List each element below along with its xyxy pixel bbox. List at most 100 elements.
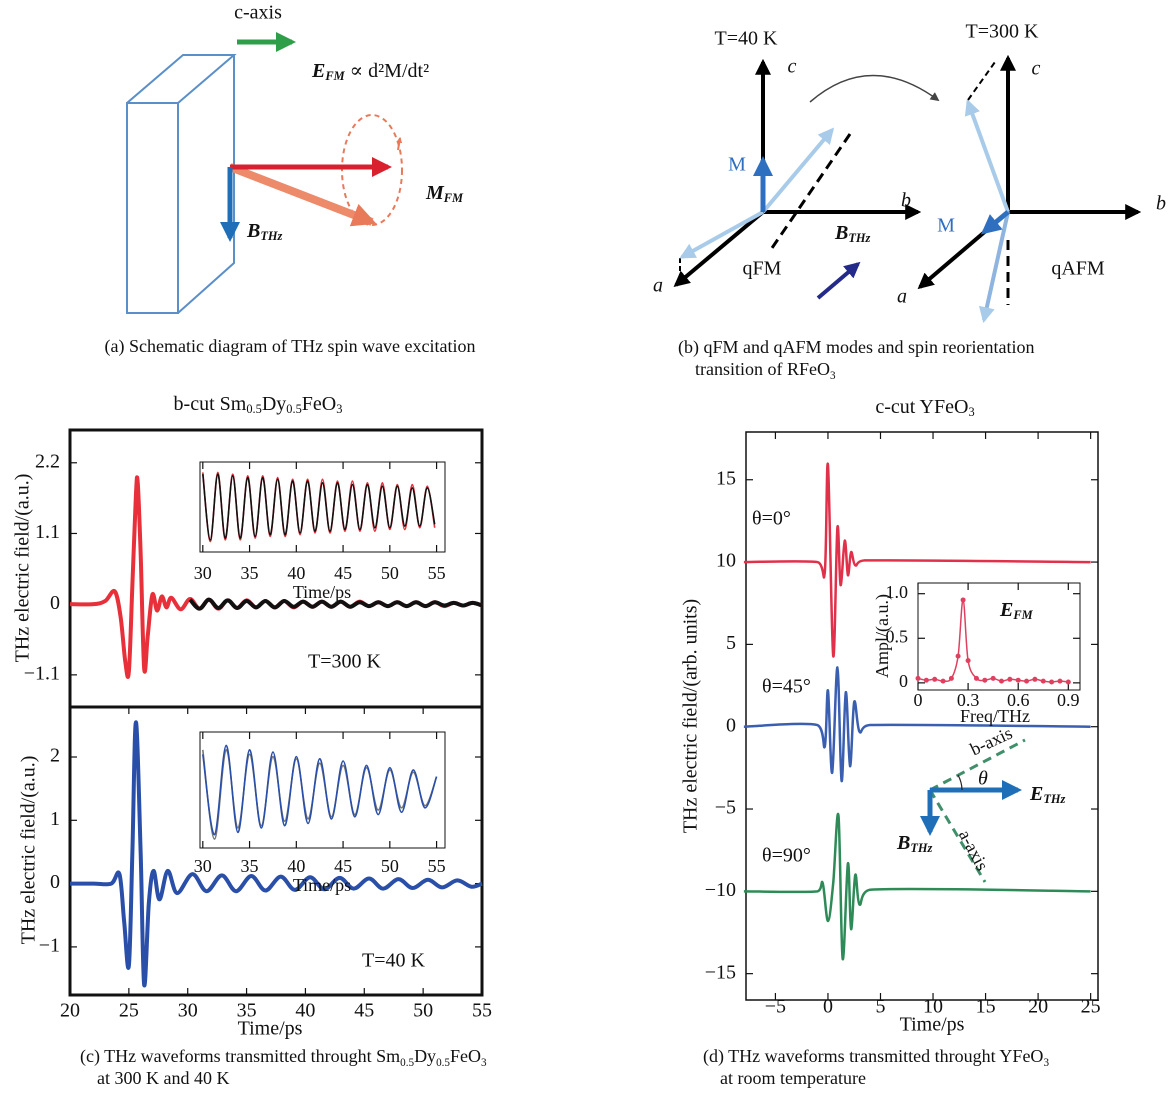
x-tick-label: 30 [194,856,212,876]
annotation: θ=0° [752,508,791,530]
x-tick-label: 0.6 [1007,690,1030,710]
annotation: EFM [999,599,1034,622]
annotation: T=40 K [362,950,425,972]
waveform [70,720,483,988]
chart-title-part: c-cut YFeO [875,396,968,418]
axis-label: b [1156,193,1166,215]
data-point [923,677,929,683]
plot-area: −5 0 5 10 15 20 25 −15 −10 −5 0 5 10 15 [705,431,1101,1018]
x-tick-label: 30 [178,1000,198,1022]
x-axis-label: Time/ps [238,1018,303,1040]
mode-label: qFM [743,258,782,280]
data-point [1024,678,1030,684]
x-tick-label: 0.9 [1057,690,1080,710]
x-tick-label: 55 [428,563,446,583]
data-point [1007,676,1013,682]
data-point [982,677,988,683]
y-tick-label: 2.2 [35,450,60,472]
spin-arrow [964,98,1010,213]
crystal-slab [126,54,237,314]
axis-label: b-axis [967,723,1015,760]
data-point [1032,676,1038,682]
label-part: THz [1043,792,1065,806]
x-tick-label: 30 [194,563,212,583]
caption-part: transition of RFeO [695,359,830,379]
y-tick-label: −10 [705,879,736,901]
plot-area: 30 35 40 45 50 55 [194,731,446,876]
axis-arrow [673,210,765,288]
data-point [965,658,971,664]
x-tick-label: 20 [60,1000,80,1022]
axis-label: a [897,286,907,308]
plot-frame [199,731,446,849]
caption: (b) qFM and qAFM modes and spin reorient… [678,337,1034,358]
x-tick-label: 50 [381,856,399,876]
mode-label: qAFM [1051,258,1105,280]
y-tick-label: 0 [50,592,60,614]
chart-title: b-cut Sm0.5Dy0.5FeO3 [174,393,343,416]
chart-title-part: 0.5 [286,402,302,416]
x-axis-label: Time/ps [900,1014,965,1036]
panel-d-drawing [920,738,1026,883]
y-tick-label: 0 [726,714,736,736]
x-tick-label: 35 [241,563,259,583]
chart-title: c-cut YFeO3 [875,396,974,419]
spin-arrow [679,210,764,259]
moment-label: M [937,215,955,237]
x-tick-label: 40 [287,563,305,583]
annotation: θ=45° [762,676,811,698]
chart-title-part: b-cut Sm [174,393,247,415]
data-point [960,597,966,603]
waveform [202,744,438,836]
axis-label: c [788,56,797,78]
waveform [188,597,483,611]
label-part: THz [910,841,932,855]
data-point [915,675,921,681]
x-tick-label: 45 [354,1000,374,1022]
temperature: T=300 K [966,21,1039,43]
x-tick-label: 35 [237,1000,257,1022]
plot-frame [917,582,1081,691]
data-point [932,676,938,682]
caption-part: (d) THz waveforms transmitted throught Y… [703,1046,1043,1067]
label: BTHz [246,220,283,243]
x-tick-label: 55 [472,1000,492,1022]
y-tick-label: 1.0 [886,582,909,602]
x-axis-label: Time/ps [293,875,351,895]
angle-label: θ [978,768,988,790]
y-tick-label: −5 [715,797,736,819]
dashed-guide [770,133,852,249]
caption: (a) Schematic diagram of THz spin wave e… [104,336,475,357]
annotation: θ=90° [762,845,811,867]
data-point [948,675,954,681]
x-tick-label: 50 [381,563,399,583]
x-tick-label: 5 [875,996,885,1018]
chart-title-part: 3 [968,405,974,419]
x-tick-label: 45 [334,856,352,876]
equation: EFM ∝ d²M/dt² [311,60,429,83]
x-tick-label: 0 [823,996,833,1018]
axis-label: c [1032,58,1041,80]
x-tick-label: 40 [295,1000,315,1022]
caption-part: 0.5 [400,1057,414,1069]
data-point [999,678,1005,684]
y-tick-label: 5 [726,632,736,654]
y-tick-label: 0.5 [886,626,909,646]
annotation-part: FM [1012,608,1033,622]
label-part: B [896,832,910,854]
axis-label: a-axis [955,826,993,873]
plot-frame [745,431,1099,1001]
waveform [743,462,1091,658]
magnetization-arrow [228,163,377,227]
label-part: FM [443,191,464,205]
data-point [973,675,979,681]
axis-label: c-axis [234,2,282,24]
panel-b-drawing [673,54,1142,324]
y-tick-label: 15 [716,467,736,489]
caption-part: (c) THz waveforms transmitted throught S… [80,1046,400,1067]
waveform [202,473,436,541]
equation-part: ∝ d²M/dt² [345,60,429,82]
y-axis-label: THz electric field/(arb. units) [680,599,702,833]
chart-title-part: FeO [302,393,336,415]
